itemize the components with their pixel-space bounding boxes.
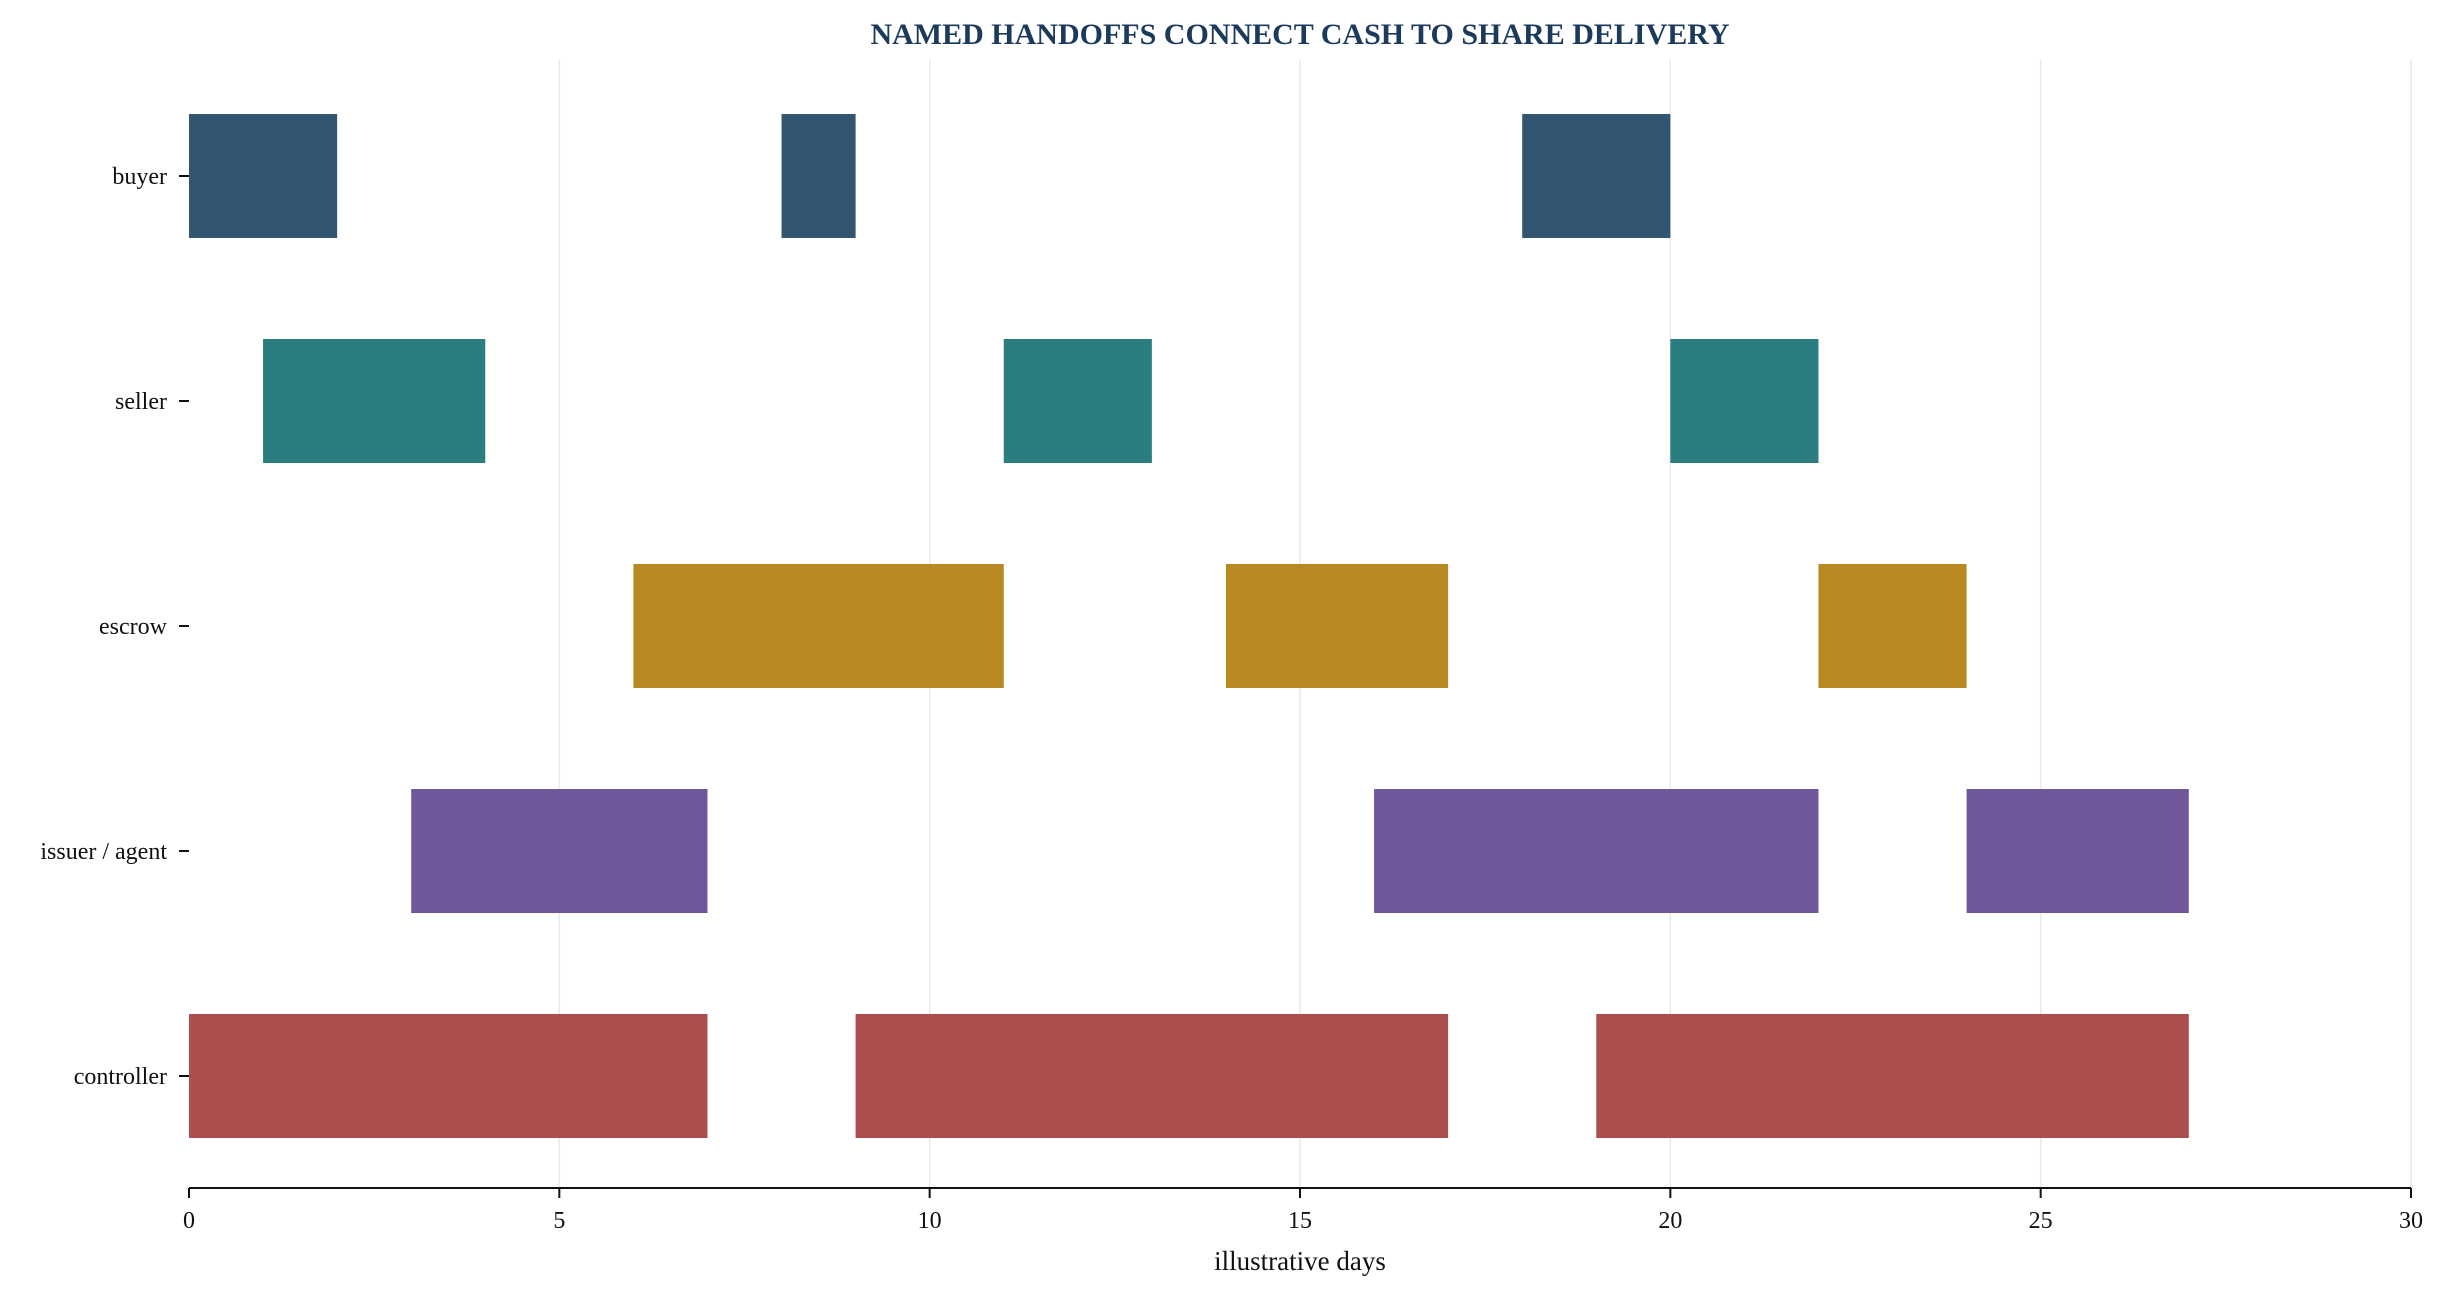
y-tick-label: seller — [115, 389, 167, 415]
gantt-bar — [1966, 789, 2189, 913]
y-tick-label: controller — [74, 1064, 167, 1090]
x-tick-label: 25 — [2029, 1208, 2053, 1234]
x-tick-label: 30 — [2399, 1208, 2423, 1234]
x-axis-label: illustrative days — [1214, 1246, 1386, 1276]
x-tick-label: 10 — [918, 1208, 942, 1234]
gantt-bar — [1003, 339, 1152, 463]
gantt-bar — [1522, 114, 1671, 238]
x-tick-label: 15 — [1288, 1208, 1312, 1234]
chart-title: NAMED HANDOFFS CONNECT CASH TO SHARE DEL… — [870, 18, 1729, 51]
gantt-bar — [1818, 564, 1967, 688]
gantt-bar — [1670, 339, 1819, 463]
axes: 0 5 10 15 20 25 30 buyer seller escrow issuer / ag… — [40, 164, 2423, 1234]
gantt-bar — [1374, 789, 1819, 913]
x-tick-label: 5 — [553, 1208, 565, 1234]
gantt-bar — [189, 114, 338, 238]
x-tick-label: 0 — [183, 1208, 195, 1234]
bars — [189, 114, 2189, 1138]
y-tick-label: buyer — [112, 164, 167, 190]
gantt-bar — [411, 789, 708, 913]
gantt-bar — [855, 1014, 1449, 1138]
x-tick-label: 20 — [1658, 1208, 1682, 1234]
y-tick-label: escrow — [99, 614, 168, 640]
gantt-bar — [189, 1014, 708, 1138]
gantt-bar — [1225, 564, 1449, 688]
gantt-bar — [633, 564, 1004, 688]
gantt-bar — [263, 339, 486, 463]
gantt-bar — [1596, 1014, 2189, 1138]
gantt-bar — [781, 114, 856, 238]
y-tick-label: issuer / agent — [40, 839, 167, 865]
